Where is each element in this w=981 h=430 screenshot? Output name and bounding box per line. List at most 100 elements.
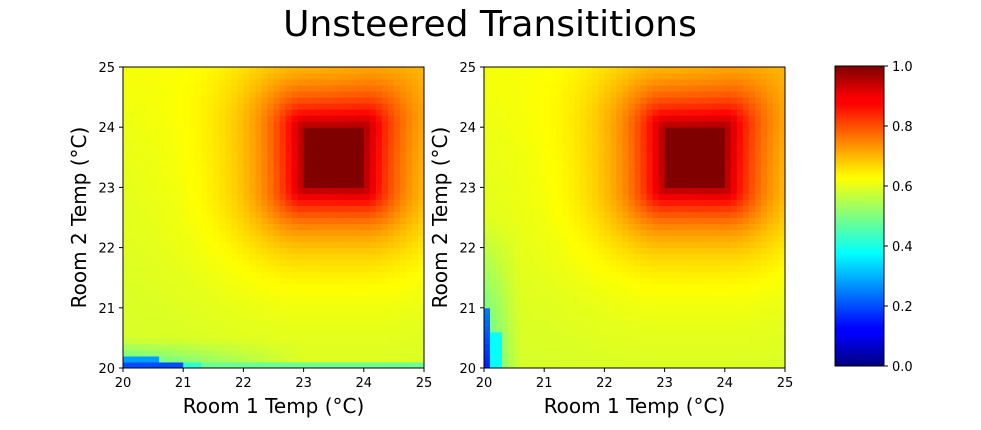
- heatmap-cell: [652, 265, 660, 273]
- heatmap-cell: [153, 73, 160, 80]
- heatmap-cell: [490, 109, 497, 116]
- heatmap-cell: [237, 343, 244, 351]
- heatmap-cell: [273, 319, 281, 327]
- heatmap-cell: [243, 247, 250, 255]
- heatmap-cell: [159, 187, 166, 194]
- heatmap-cell: [730, 67, 738, 74]
- heatmap-cell: [165, 79, 172, 86]
- heatmap-cell: [123, 193, 130, 200]
- heatmap-cell: [688, 301, 696, 309]
- heatmap-cell: [309, 181, 317, 188]
- heatmap-cell: [706, 241, 714, 249]
- heatmap-cell: [399, 73, 407, 80]
- heatmap-cell: [411, 205, 419, 212]
- heatmap-cell: [201, 121, 208, 128]
- heatmap-cell: [580, 229, 587, 237]
- heatmap-cell: [586, 73, 593, 80]
- heatmap-cell: [628, 325, 635, 333]
- heatmap-cell: [682, 259, 690, 267]
- heatmap-cell: [267, 361, 274, 369]
- heatmap-cell: [129, 187, 136, 194]
- heatmap-cell: [538, 355, 545, 363]
- heatmap-cell: [646, 175, 654, 182]
- heatmap-cell: [363, 211, 371, 218]
- heatmap-cell: [700, 235, 708, 243]
- heatmap-cell: [369, 283, 377, 291]
- heatmap-cell: [718, 67, 726, 74]
- heatmap-cell: [664, 295, 672, 303]
- heatmap-cell: [213, 301, 220, 309]
- heatmap-cell: [405, 187, 413, 194]
- heatmap-cell: [544, 103, 551, 110]
- heatmap-cell: [219, 85, 226, 92]
- heatmap-cell: [514, 115, 521, 122]
- heatmap-cell: [502, 73, 509, 80]
- heatmap-cell: [664, 115, 672, 122]
- heatmap-cell: [724, 79, 732, 86]
- heatmap-cell: [556, 115, 563, 122]
- heatmap-cell: [261, 181, 268, 188]
- heatmap-cell: [351, 307, 359, 315]
- heatmap-cell: [538, 157, 545, 164]
- heatmap-cell: [207, 193, 214, 200]
- heatmap-cell: [502, 91, 509, 98]
- heatmap-cell: [574, 277, 581, 285]
- heatmap-cell: [249, 79, 256, 86]
- heatmap-cell: [604, 193, 611, 200]
- heatmap-cell: [135, 313, 142, 321]
- heatmap-cell: [514, 271, 521, 279]
- heatmap-cell: [496, 229, 503, 237]
- heatmap-cell: [670, 109, 678, 116]
- heatmap-cell: [538, 337, 545, 345]
- heatmap-cell: [484, 355, 491, 363]
- heatmap-cell: [315, 259, 323, 267]
- heatmap-cell: [508, 253, 515, 261]
- heatmap-cell: [351, 313, 359, 321]
- heatmap-cell: [664, 259, 672, 267]
- heatmap-cell: [165, 181, 172, 188]
- heatmap-cell: [694, 169, 702, 176]
- heatmap-cell: [405, 283, 413, 291]
- heatmap-cell: [598, 301, 605, 309]
- heatmap-cell: [586, 187, 593, 194]
- heatmap-cell: [700, 313, 708, 321]
- heatmap-cell: [249, 241, 256, 249]
- heatmap-cell: [562, 295, 569, 303]
- heatmap-cell: [670, 337, 678, 345]
- heatmap-cell: [201, 241, 208, 249]
- heatmap-cell: [712, 139, 720, 146]
- heatmap-cell: [670, 127, 678, 134]
- heatmap-cell: [381, 361, 389, 369]
- heatmap-cell: [730, 127, 738, 134]
- heatmap-cell: [363, 277, 371, 285]
- heatmap-cell: [309, 139, 317, 146]
- heatmap-cell: [598, 247, 605, 255]
- heatmap-cell: [177, 97, 184, 104]
- heatmap-cell: [622, 313, 629, 321]
- heatmap-cell: [393, 361, 401, 369]
- heatmap-cell: [315, 151, 323, 158]
- heatmap-cell: [357, 67, 365, 74]
- heatmap-cell: [303, 319, 311, 327]
- heatmap-cell: [333, 289, 341, 297]
- heatmap-cell: [742, 319, 750, 327]
- heatmap-cell: [345, 313, 353, 321]
- heatmap-cell: [141, 127, 148, 134]
- heatmap-cell: [231, 175, 238, 182]
- heatmap-cell: [183, 247, 190, 255]
- heatmap-cell: [309, 235, 317, 243]
- heatmap-cell: [357, 157, 365, 164]
- heatmap-cell: [315, 127, 323, 134]
- heatmap-cell: [664, 157, 672, 164]
- heatmap-cell: [754, 349, 762, 357]
- heatmap-cell: [754, 211, 762, 218]
- heatmap-cell: [664, 193, 672, 200]
- heatmap-cell: [574, 205, 581, 212]
- heatmap-cell: [688, 259, 696, 267]
- heatmap-cell: [369, 79, 377, 86]
- heatmap-cell: [634, 217, 642, 225]
- heatmap-cell: [147, 265, 154, 273]
- heatmap-cell: [550, 325, 557, 333]
- heatmap-cell: [658, 247, 666, 255]
- heatmap-cell: [700, 337, 708, 345]
